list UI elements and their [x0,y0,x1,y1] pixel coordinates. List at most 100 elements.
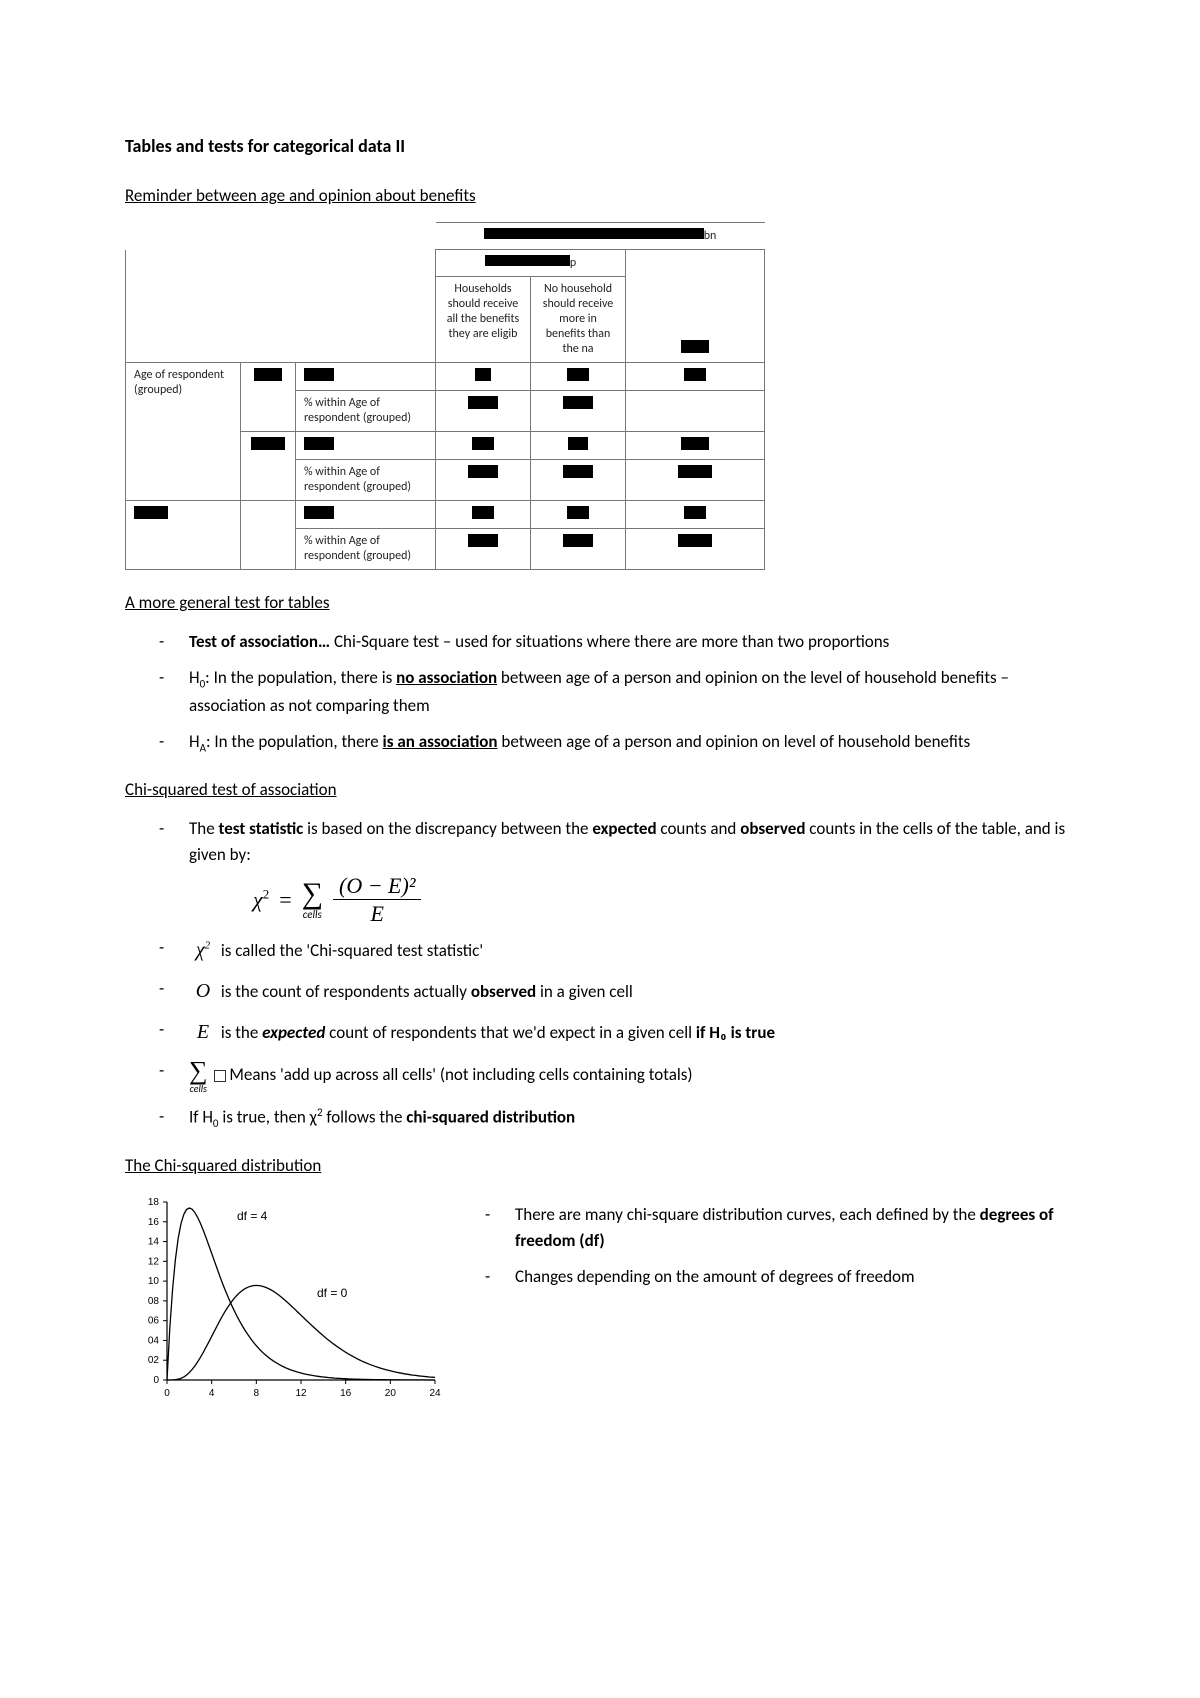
crosstab-rowgroup-label: Age of respondent (grouped) [126,363,241,501]
redaction-bar [684,506,706,519]
distribution-notes-list: There are many chi-square distribution c… [485,1202,1075,1291]
svg-text:0: 0 [164,1388,170,1399]
svg-text:10: 10 [148,1276,160,1287]
redaction-bar [484,228,704,239]
redaction-bar [304,506,334,519]
redaction-bar [304,368,334,381]
svg-text:0: 0 [153,1375,159,1386]
redaction-bar [678,465,712,478]
crosstab-col1: Households should receive all the benefi… [436,277,531,363]
redaction-bar [681,340,709,353]
list-item: HA: In the population, there is an assoc… [159,729,1075,756]
crosstab-titletail: bn [704,229,717,243]
svg-text:24: 24 [429,1388,441,1399]
svg-text:16: 16 [340,1388,352,1399]
list-item: There are many chi-square distribution c… [485,1202,1075,1255]
text: counts and [657,818,741,839]
redaction-bar [485,255,570,266]
text: if H₀ is true [696,1022,775,1043]
symbol-chi: χ2 [189,935,217,966]
crosstab-rowlabel-pct: % within Age of respondent (grouped) [296,529,436,570]
redaction-bar [475,368,491,381]
text: test statistic [219,818,304,839]
text: is based on the discrepancy between the [303,818,592,839]
text: : In the population, there [206,731,383,752]
symbol-equals: = [279,883,291,917]
redaction-bar [568,437,588,450]
text: observed [471,981,536,1002]
svg-text:16: 16 [148,1216,160,1227]
redaction-bar [563,534,593,547]
list-item: ∑cells Means 'add up across all cells' (… [159,1058,1075,1094]
chi-square-chart: 181614121008060402004812162024df = 4df =… [125,1192,445,1407]
svg-text:08: 08 [148,1295,160,1306]
list-item: Test of association… Chi-Square test – u… [159,629,1075,655]
redaction-bar [468,465,498,478]
redaction-bar [472,437,494,450]
list-item: Changes depending on the amount of degre… [485,1264,1075,1290]
text: in a given cell [536,981,633,1002]
text: There are many chi-square distribution c… [515,1204,980,1225]
redaction-bar [472,506,494,519]
general-test-list: Test of association… Chi-Square test – u… [159,629,1075,757]
text: is an association [383,731,498,752]
redaction-bar [304,437,334,450]
symbol-E: E [189,1017,217,1048]
symbol-sigma: ∑cells [189,1058,208,1094]
redaction-bar [678,534,712,547]
svg-text:df = 4: df = 4 [237,1209,268,1223]
chisq-list: The test statistic is based on the discr… [159,816,1075,1133]
text: no association [396,667,497,688]
redaction-bar [251,437,285,450]
text: The [189,818,219,839]
text: is called the 'Chi-squared test statisti… [217,940,483,961]
svg-text:14: 14 [148,1236,160,1247]
text: Changes depending on the amount of degre… [515,1266,915,1287]
svg-text:04: 04 [148,1335,160,1346]
crosstab-wrapper: bn p Households should receive all the b… [125,222,1075,570]
document-page: Tables and tests for categorical data II… [0,0,1200,1698]
svg-text:20: 20 [385,1388,397,1399]
text: Means 'add up across all cells' (not inc… [226,1065,693,1086]
redaction-bar [134,506,168,519]
text: is the count of respondents actually [217,981,471,1002]
distribution-row: 181614121008060402004812162024df = 4df =… [125,1192,1075,1407]
chi-square-formula: χ2 = ∑cells (O − E)² E [253,874,1075,925]
list-item: E is the expected count of respondents t… [159,1017,1075,1048]
svg-text:8: 8 [254,1388,260,1399]
text: expected [592,818,656,839]
list-item: If H0 is true, then χ2 follows the chi-s… [159,1104,1075,1132]
redaction-bar [567,506,589,519]
text: expected [262,1022,325,1043]
text: count of respondents that we'd expect in… [325,1022,696,1043]
svg-text:12: 12 [148,1256,160,1267]
placeholder-box-icon [214,1070,226,1082]
svg-text:18: 18 [148,1197,160,1208]
list-item: O is the count of respondents actually o… [159,976,1075,1007]
text: follows the [323,1107,407,1128]
text: Test of association… [189,631,330,652]
redaction-bar [468,534,498,547]
crosstab-rowlabel-pct: % within Age of respondent (grouped) [296,460,436,501]
list-item: The test statistic is based on the discr… [159,816,1075,926]
text: between age of a person and opinion on l… [498,731,971,752]
text: is true, then χ [218,1107,316,1128]
crosstab-rowlabel-pct: % within Age of respondent (grouped) [296,391,436,432]
text: : In the population, there is [205,667,396,688]
redaction-bar [254,368,282,381]
heading-general-test: A more general test for tables [125,592,1075,613]
fraction: (O − E)² E [333,874,421,925]
redaction-bar [563,396,593,409]
svg-text:06: 06 [148,1315,160,1326]
redaction-bar [563,465,593,478]
crosstab-grouptail: p [570,256,576,270]
text: Chi-Square test – used for situations wh… [330,631,889,652]
text: If H [189,1107,213,1128]
symbol-chi: χ [253,887,263,912]
crosstab-col2: No household should receive more in bene… [531,277,626,363]
svg-text:02: 02 [148,1355,160,1366]
page-title: Tables and tests for categorical data II [125,135,1075,157]
symbol-sigma: ∑cells [302,879,323,920]
text: observed [740,818,805,839]
text: chi-squared distribution [406,1107,575,1128]
